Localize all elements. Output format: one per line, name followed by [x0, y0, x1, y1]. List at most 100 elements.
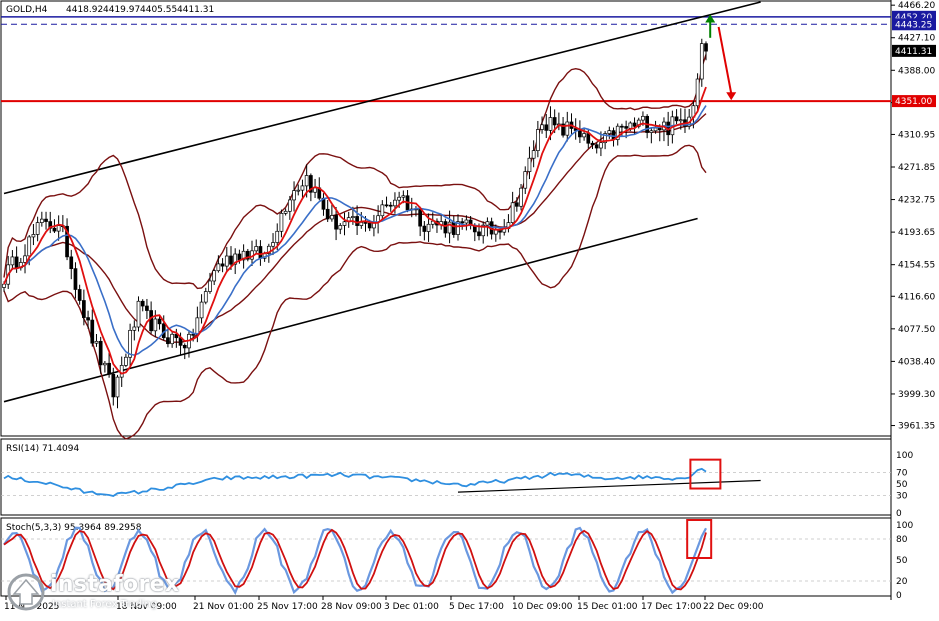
candle-body: [149, 310, 153, 332]
rsi-tick-label: 100: [896, 451, 913, 461]
candle: [342, 212, 347, 236]
candle-body: [119, 365, 124, 378]
y-tick-label: 4154.55: [898, 261, 935, 271]
stoch-tick-label: 20: [896, 577, 908, 587]
candle: [208, 272, 212, 294]
candle: [241, 244, 246, 269]
candle: [464, 215, 469, 231]
candle-body: [69, 256, 74, 269]
candle-body: [203, 291, 208, 303]
candle: [220, 258, 225, 273]
candle-body: [699, 43, 704, 80]
candle: [645, 114, 649, 139]
candle-body: [657, 127, 662, 131]
candle-body: [599, 142, 603, 149]
candle-body: [212, 270, 217, 282]
candle-body: [582, 133, 586, 138]
candle-body: [124, 356, 128, 366]
instaforex-logo-icon: [7, 573, 45, 611]
moving-average-blue: [3, 105, 707, 356]
candle-body: [216, 263, 221, 272]
candle: [10, 250, 15, 270]
candle: [447, 210, 452, 244]
rsi-label: RSI(14) 71.4094: [6, 444, 79, 454]
candle-body: [359, 222, 364, 226]
candle: [115, 374, 120, 409]
rsi-highlight-box: [689, 458, 722, 490]
candle: [561, 117, 565, 138]
candle: [245, 248, 250, 262]
stoch-label: Stoch(5,3,3) 95.3964 89.2958: [6, 523, 142, 533]
candle: [687, 108, 692, 130]
candle: [615, 123, 620, 146]
candle: [443, 218, 448, 238]
green-up-arrow-head: [705, 14, 716, 23]
candle: [77, 284, 82, 305]
candle-body: [258, 246, 263, 259]
instaforex-watermark: instaforex Instant Forex Trading: [6, 572, 206, 616]
main-panel-frame: [0, 0, 892, 437]
candle-body: [254, 246, 259, 252]
candle-body: [620, 125, 624, 128]
candle: [439, 215, 444, 230]
candle-body: [418, 208, 423, 227]
candle-body: [632, 122, 637, 127]
candle-body: [266, 245, 271, 255]
candle: [35, 216, 40, 242]
price-tag-text: 4443.25: [895, 20, 932, 30]
candle: [140, 299, 145, 312]
candle-body: [195, 317, 200, 335]
candle: [355, 205, 359, 236]
candle-body: [220, 263, 225, 267]
moving-average-red: [3, 86, 707, 375]
price-tag-upper-blue-level: 4452.20: [892, 10, 936, 23]
x-tick-label: 5 Dec 17:00: [449, 602, 504, 612]
candle: [523, 166, 528, 195]
candle: [565, 111, 570, 142]
candle-body: [342, 221, 347, 226]
candle: [674, 109, 679, 125]
candle: [136, 296, 141, 332]
candle-body: [548, 117, 553, 131]
x-tick-label: 18 Nov 09:00: [116, 602, 177, 612]
x-tick-label: 21 Nov 01:00: [193, 602, 254, 612]
price-tag-text: 4351.00: [895, 97, 932, 107]
red-down-arrow-head: [726, 92, 737, 101]
rsi-tick-label: 50: [896, 480, 908, 490]
y-tick-label: 4388.00: [898, 66, 935, 76]
candle-body: [653, 127, 658, 132]
candle-body: [166, 337, 170, 345]
candle: [153, 310, 158, 338]
candle-body: [451, 221, 456, 235]
candle-body: [86, 317, 90, 321]
candle-body: [304, 175, 309, 187]
rsi-tick-label: 70: [896, 468, 908, 478]
candle: [65, 218, 69, 261]
candle: [325, 199, 330, 222]
candle-body: [2, 283, 6, 288]
candle-body: [27, 236, 32, 257]
price-tag-box: [892, 44, 936, 57]
candle-body: [52, 227, 57, 232]
candle-body: [237, 253, 242, 261]
candle-body: [44, 218, 48, 222]
candle: [283, 208, 288, 216]
candle-body: [199, 301, 204, 319]
candle: [683, 108, 687, 133]
candle-body: [510, 202, 515, 223]
candle-body: [384, 204, 389, 207]
candle-body: [481, 224, 486, 237]
price-tag-text: 4411.31: [895, 47, 932, 57]
candle: [321, 193, 326, 216]
y-tick-label: 3961.35: [898, 422, 935, 432]
candle: [44, 211, 48, 230]
header-open: 4418.92: [66, 5, 103, 15]
candle-body: [170, 333, 174, 345]
candle-body: [191, 333, 196, 336]
candle-body: [245, 250, 250, 260]
candle: [594, 142, 599, 154]
candle: [384, 196, 389, 208]
candle-body: [704, 43, 708, 52]
